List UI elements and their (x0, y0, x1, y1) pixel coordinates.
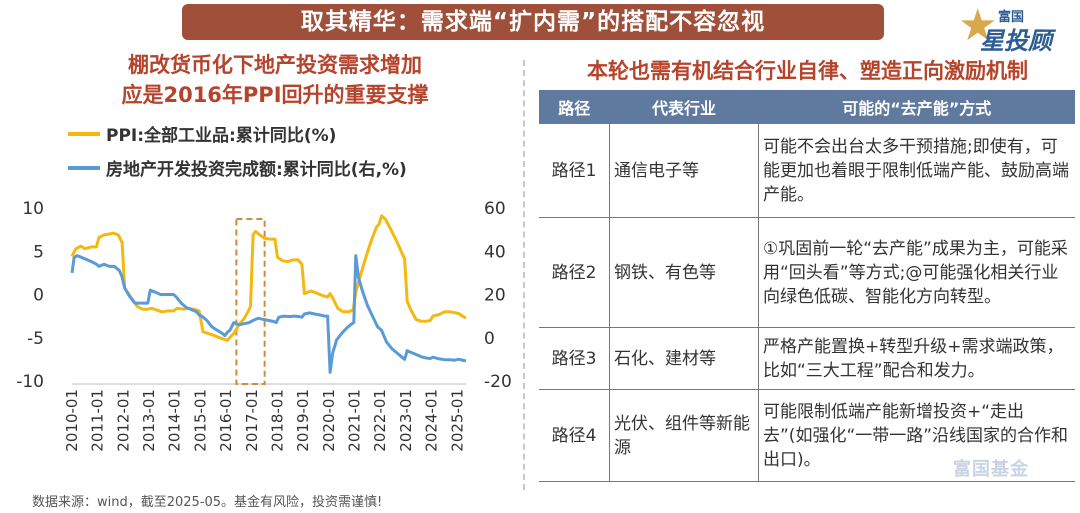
legend-invest-swatch (68, 166, 100, 170)
x-tick-label: 2013-01 (140, 389, 158, 452)
y-right-tick-label: 20 (484, 286, 506, 306)
table-row: 路径1 通信电子等 可能不会出台太多干预措施;即使有，可能更加也着眼于限制低端产… (539, 123, 1075, 218)
row-method: ①巩固前一轮“去产能”成果为主，可能采用“回头看”等方式;@可能强化相关行业向绿… (758, 217, 1075, 328)
legend-invest-label: 房地产开发投资完成额:累计同比(右,%) (106, 160, 407, 180)
chart-title-line2: 应是2016年PPI回升的重要支撑 (121, 83, 429, 107)
x-tick-label: 2018-01 (268, 389, 286, 452)
x-tick-label: 2022-01 (371, 389, 389, 452)
row-method: 严格产能置换+转型升级+需求端政策，比如“三大工程”配合和发力。 (758, 327, 1075, 390)
x-tick-label: 2015-01 (191, 389, 209, 452)
page-banner: 取其精华：需求端“扩内需”的搭配不容忽视 (182, 4, 884, 40)
legend-ppi-label: PPI:全部工业品:累计同比(%) (106, 126, 337, 146)
x-tick-label: 2020-01 (320, 389, 338, 452)
x-tick-label: 2011-01 (89, 389, 107, 452)
row-method: 可能限制低端产能新增投资+“走出去”(如强化“一带一路”沿线国家的合作和出口)。 (758, 389, 1075, 482)
x-tick-label: 2017-01 (243, 389, 261, 452)
y-left-tick-label: -10 (16, 372, 44, 392)
y-right-tick-label: 60 (484, 199, 506, 219)
legend-ppi: PPI:全部工业品:累计同比(%) (68, 121, 336, 146)
chart-title-line1: 棚改货币化下地产投资需求增加 (128, 53, 422, 77)
row-path: 路径1 (539, 123, 610, 218)
row-path: 路径4 (539, 389, 610, 482)
x-tick-label: 2025-01 (448, 389, 466, 452)
legend-ppi-swatch (68, 132, 100, 136)
x-tick-label: 2014-01 (166, 389, 184, 452)
table-header-row: 路径 代表行业 可能的“去产能”方式 (539, 90, 1075, 124)
paths-table: 路径 代表行业 可能的“去产能”方式 路径1 通信电子等 可能不会出台太多干预措… (539, 90, 1075, 482)
line-chart: 10 5 0 -5 -10 60 40 20 0 -20 2010-01 2011-01 2012-01… (16, 199, 512, 452)
row-industry: 通信电子等 (609, 123, 759, 218)
series-line-invest (70, 254, 467, 374)
table-row: 路径4 光伏、组件等新能源 可能限制低端产能新增投资+“走出去”(如强化“一带一… (539, 389, 1075, 482)
highlight-box (235, 218, 266, 385)
x-tick-label: 2010-01 (63, 389, 81, 452)
table-title: 本轮也需有机结合行业自律、塑造正向激励机制 (587, 59, 1028, 83)
y-left-tick-label: -5 (27, 329, 44, 349)
watermark-text: 富国基金 (953, 459, 1029, 480)
row-path: 路径3 (539, 327, 610, 390)
brand-small-text: 富国 (998, 10, 1025, 25)
source-note: 数据来源：wind，截至2025-05。基金有风险，投资需谨慎! (32, 495, 383, 510)
y-right-tick-label: -20 (484, 372, 512, 392)
chart-title: 棚改货币化下地产投资需求增加 应是2016年PPI回升的重要支撑 (20, 50, 530, 110)
star-icon: ★ (958, 0, 998, 51)
section-divider (523, 60, 525, 490)
table-row: 路径3 石化、建材等 严格产能置换+转型升级+需求端政策，比如“三大工程”配合和… (539, 327, 1075, 390)
brand-logo: ★ 富国 星投顾 (958, 0, 1068, 56)
x-tick-label: 2019-01 (294, 389, 312, 452)
x-tick-label: 2021-01 (346, 389, 364, 452)
y-left-tick-label: 5 (33, 242, 44, 262)
row-method: 可能不会出台太多干预措施;即使有，可能更加也着眼于限制低端产能、鼓励高端产能。 (758, 123, 1075, 218)
row-path: 路径2 (539, 217, 610, 328)
legend-invest: 房地产开发投资完成额:累计同比(右,%) (68, 155, 407, 180)
brand-big-text: 星投顾 (980, 27, 1052, 55)
y-left-tick-label: 0 (33, 286, 44, 306)
header-industry: 代表行业 (609, 90, 759, 124)
x-tick-label: 2024-01 (423, 389, 441, 452)
y-right-tick-label: 40 (484, 242, 506, 262)
row-industry: 光伏、组件等新能源 (609, 389, 759, 482)
header-method: 可能的“去产能”方式 (758, 90, 1075, 124)
row-industry: 钢铁、有色等 (609, 217, 759, 328)
header-path: 路径 (539, 90, 610, 124)
y-right-tick-label: 0 (484, 329, 495, 349)
x-tick-label: 2012-01 (114, 389, 132, 452)
x-tick-label: 2016-01 (217, 389, 235, 452)
y-left-tick-label: 10 (22, 199, 44, 219)
x-tick-label: 2023-01 (397, 389, 415, 452)
table-row: 路径2 钢铁、有色等 ①巩固前一轮“去产能”成果为主，可能采用“回头看”等方式;… (539, 217, 1075, 328)
row-industry: 石化、建材等 (609, 327, 759, 390)
